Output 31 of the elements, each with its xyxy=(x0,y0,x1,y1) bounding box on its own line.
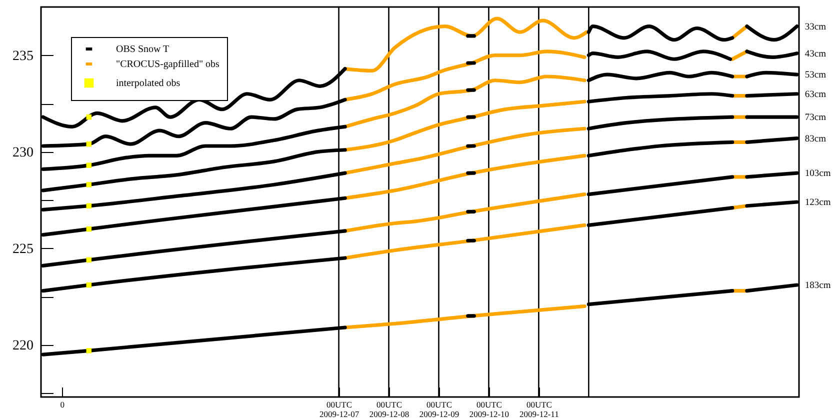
annotation: 53cm xyxy=(804,70,827,81)
x-tick-label: 00UTC 2009-12-10 xyxy=(469,400,510,418)
y-tick-label: 225 xyxy=(12,242,34,257)
annotation: 33cm xyxy=(804,22,827,32)
annotation: 103cm xyxy=(804,169,832,180)
x-tick-label: 0 xyxy=(60,400,64,410)
legend-label: OBS Snow T xyxy=(116,44,170,55)
point xyxy=(86,182,92,188)
annotation: 183cm xyxy=(804,281,832,292)
legend-label: interpolated obs xyxy=(116,78,180,89)
point xyxy=(86,257,92,263)
point xyxy=(86,141,92,147)
x-tick-label: 00UTC 2009-12-11 xyxy=(520,400,559,418)
point xyxy=(86,348,92,354)
annotation: 63cm xyxy=(804,90,827,100)
point xyxy=(86,203,92,209)
point xyxy=(86,114,92,120)
x-tick-label: 00UTC 2009-12-07 xyxy=(319,400,360,418)
point xyxy=(86,162,92,168)
point xyxy=(86,226,92,232)
point xyxy=(86,282,92,288)
y-tick-label: 230 xyxy=(12,145,34,160)
annotation: 43cm xyxy=(804,49,827,60)
annotation: 73cm xyxy=(804,113,827,124)
annotation: 83cm xyxy=(804,134,827,144)
y-tick-label: 235 xyxy=(12,48,34,64)
x-tick-label: 00UTC 2009-12-09 xyxy=(419,400,460,418)
x-tick-label: 00UTC 2009-12-08 xyxy=(369,400,410,418)
y-tick-label: 220 xyxy=(12,338,34,354)
annotation: 123cm xyxy=(804,198,832,208)
legend-label: "CROCUS-gapfilled" obs xyxy=(116,59,220,70)
